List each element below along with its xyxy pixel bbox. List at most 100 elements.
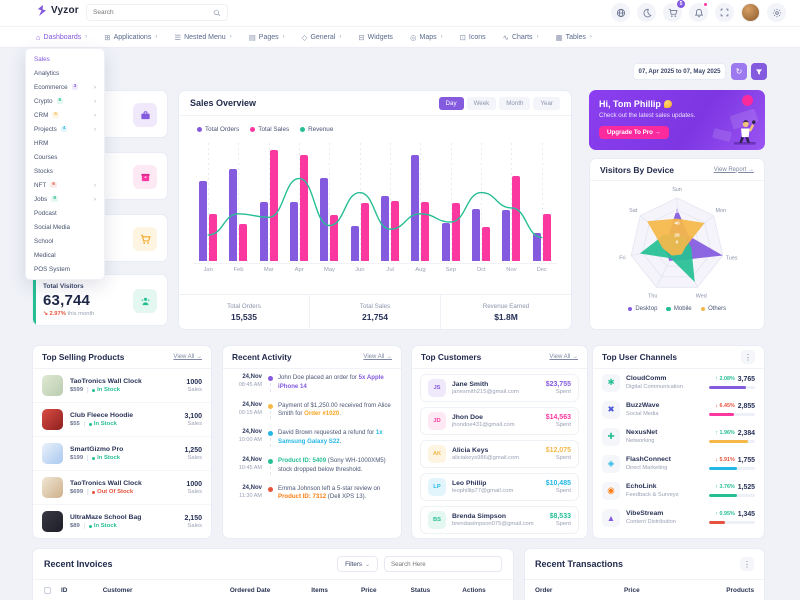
chevron-icon: › bbox=[229, 34, 232, 40]
invoice-search-input[interactable] bbox=[384, 556, 502, 572]
dropdown-item[interactable]: Ecommerce 3 › bbox=[26, 80, 104, 94]
chevron-right-icon: › bbox=[93, 181, 96, 189]
app-logo[interactable]: Vyzor bbox=[36, 5, 79, 16]
product-name: UltraMaze School Bag bbox=[70, 514, 142, 521]
view-all-link[interactable]: View All → bbox=[549, 354, 578, 360]
range-tab[interactable]: Week bbox=[466, 96, 497, 110]
column-header[interactable]: Price bbox=[360, 587, 377, 594]
nav-item[interactable]: ◇ General › bbox=[302, 33, 342, 42]
column-header[interactable]: Price bbox=[624, 587, 640, 594]
column-header[interactable]: Order bbox=[535, 587, 553, 594]
channel-logo-icon: ✚ bbox=[602, 427, 620, 446]
dropdown-item-label: Analytics bbox=[34, 69, 60, 77]
view-all-link[interactable]: View All → bbox=[363, 354, 392, 360]
dropdown-item[interactable]: NFT 6 › bbox=[26, 178, 104, 192]
total-sales-bar bbox=[239, 224, 248, 261]
channel-name: NexusNet bbox=[626, 429, 658, 437]
timeline-dot bbox=[267, 458, 273, 464]
total-orders-bar bbox=[350, 225, 359, 261]
column-header[interactable]: Ordered Date bbox=[229, 587, 271, 594]
product-name: TaoTronics Wall Clock bbox=[70, 378, 142, 385]
view-report-link[interactable]: View Report → bbox=[713, 166, 754, 173]
range-tab[interactable]: Month bbox=[499, 96, 531, 110]
customer-email: aliciakeys986@gmail.com bbox=[452, 455, 520, 462]
filters-button[interactable]: Filters bbox=[337, 556, 378, 572]
total-orders-bar bbox=[441, 223, 450, 261]
view-all-link[interactable]: View All → bbox=[173, 354, 202, 360]
svg-text:0: 0 bbox=[676, 240, 679, 246]
nav-item[interactable]: ⊞ Applications › bbox=[104, 33, 157, 42]
product-price: $89 bbox=[70, 523, 80, 529]
dropdown-item-label: Crypto bbox=[34, 97, 53, 105]
upgrade-button[interactable]: Upgrade To Pro → bbox=[599, 126, 669, 139]
column-header[interactable]: ID bbox=[60, 587, 68, 594]
nav-item-icon: ⊟ bbox=[358, 32, 365, 42]
range-tab[interactable]: Day bbox=[438, 96, 464, 110]
nav-item[interactable]: ⊟ Widgets bbox=[358, 33, 393, 42]
search-input[interactable] bbox=[93, 9, 213, 16]
dropdown-item[interactable]: School bbox=[26, 234, 104, 248]
dropdown-item[interactable]: Stocks bbox=[26, 164, 104, 178]
nav-item[interactable]: ⌂ Dashboards › bbox=[36, 33, 87, 42]
fullscreen-button[interactable] bbox=[715, 3, 734, 22]
channel-change: ↓ 5.91% bbox=[715, 457, 735, 464]
customer-email: jhondoe431@gmail.com bbox=[452, 422, 515, 429]
range-tab[interactable]: Year bbox=[533, 96, 560, 110]
channel-name: EchoLink bbox=[626, 483, 657, 491]
dropdown-item[interactable]: POS System bbox=[26, 262, 104, 276]
activity-row: 24,Nov 11:30 AM Emma Johnson left a 5-st… bbox=[223, 480, 401, 508]
dropdown-item[interactable]: Crypto 6 › bbox=[26, 94, 104, 108]
user-avatar[interactable] bbox=[741, 3, 760, 22]
more-options-button[interactable]: ⋮ bbox=[740, 557, 754, 571]
dropdown-item[interactable]: Jobs 8 › bbox=[26, 192, 104, 206]
nav-item[interactable]: ▤ Pages › bbox=[249, 33, 285, 42]
progress-fill bbox=[709, 412, 735, 417]
channel-category: Digital Communication bbox=[626, 383, 683, 390]
dropdown-item[interactable]: Medical bbox=[26, 248, 104, 262]
dropdown-item[interactable]: Sales bbox=[26, 52, 104, 66]
progress-fill bbox=[709, 520, 726, 525]
cart-button[interactable]: 5 bbox=[663, 0, 685, 22]
dropdown-item[interactable]: Podcast bbox=[26, 206, 104, 220]
count-badge: 4 bbox=[60, 125, 68, 133]
column-header[interactable]: Products bbox=[726, 587, 754, 594]
dropdown-item[interactable]: Courses bbox=[26, 150, 104, 164]
nav-item[interactable]: ◎ Maps › bbox=[410, 33, 443, 42]
channel-logo-icon: ▲ bbox=[602, 508, 620, 527]
product-price: $599 bbox=[70, 387, 84, 393]
nav-item[interactable]: ▦ Tables › bbox=[556, 33, 592, 42]
revenue-line bbox=[193, 143, 557, 261]
dropdown-item[interactable]: Projects 4 › bbox=[26, 122, 104, 136]
dropdown-item-label: Medical bbox=[34, 251, 56, 259]
dropdown-item[interactable]: Analytics bbox=[26, 66, 104, 80]
nav-item[interactable]: ☰ Nested Menu › bbox=[174, 33, 231, 42]
refresh-button[interactable]: ↻ bbox=[731, 63, 747, 80]
channel-list: ✱ CloudComm Digital Communication ↑ 2.08… bbox=[593, 369, 764, 531]
activity-row: 24,Nov 10:45 AM Product ID: 5409 (Sony W… bbox=[223, 452, 401, 480]
total-sales-bar bbox=[542, 213, 551, 261]
dark-mode-button[interactable] bbox=[637, 3, 656, 22]
nav-item[interactable]: ∿ Charts › bbox=[503, 33, 539, 42]
language-globe-button[interactable] bbox=[611, 3, 630, 22]
activity-list: 24,Nov 08:45 AM John Doe placed an order… bbox=[223, 369, 401, 507]
range-tabs: Day Week Month Year bbox=[438, 96, 560, 110]
dropdown-item[interactable]: Social Media bbox=[26, 220, 104, 234]
dropdown-item[interactable]: HRM bbox=[26, 136, 104, 150]
date-range-input[interactable]: 07, Apr 2025 to 07, May 2025 bbox=[633, 63, 726, 80]
select-all-checkbox[interactable] bbox=[44, 587, 51, 594]
column-header[interactable]: Customer bbox=[102, 587, 133, 594]
cart-badge: 5 bbox=[677, 0, 685, 8]
nav-item-label: Applications bbox=[113, 33, 152, 41]
settings-button[interactable] bbox=[767, 3, 786, 22]
channel-value: 1,755 bbox=[737, 456, 755, 464]
nav-item[interactable]: ⊡ Icons bbox=[460, 33, 486, 42]
filter-button[interactable] bbox=[751, 63, 767, 80]
global-search[interactable] bbox=[86, 4, 228, 21]
device-legend: Desktop Mobile Others bbox=[590, 306, 764, 312]
column-header[interactable]: Items bbox=[311, 587, 328, 594]
more-options-button[interactable]: ⋮ bbox=[741, 350, 755, 364]
notifications-button[interactable] bbox=[689, 2, 708, 22]
dropdown-item[interactable]: CRM 5 › bbox=[26, 108, 104, 122]
dropdown-item-label: Stocks bbox=[34, 167, 53, 175]
column-header[interactable]: Status bbox=[410, 587, 431, 594]
